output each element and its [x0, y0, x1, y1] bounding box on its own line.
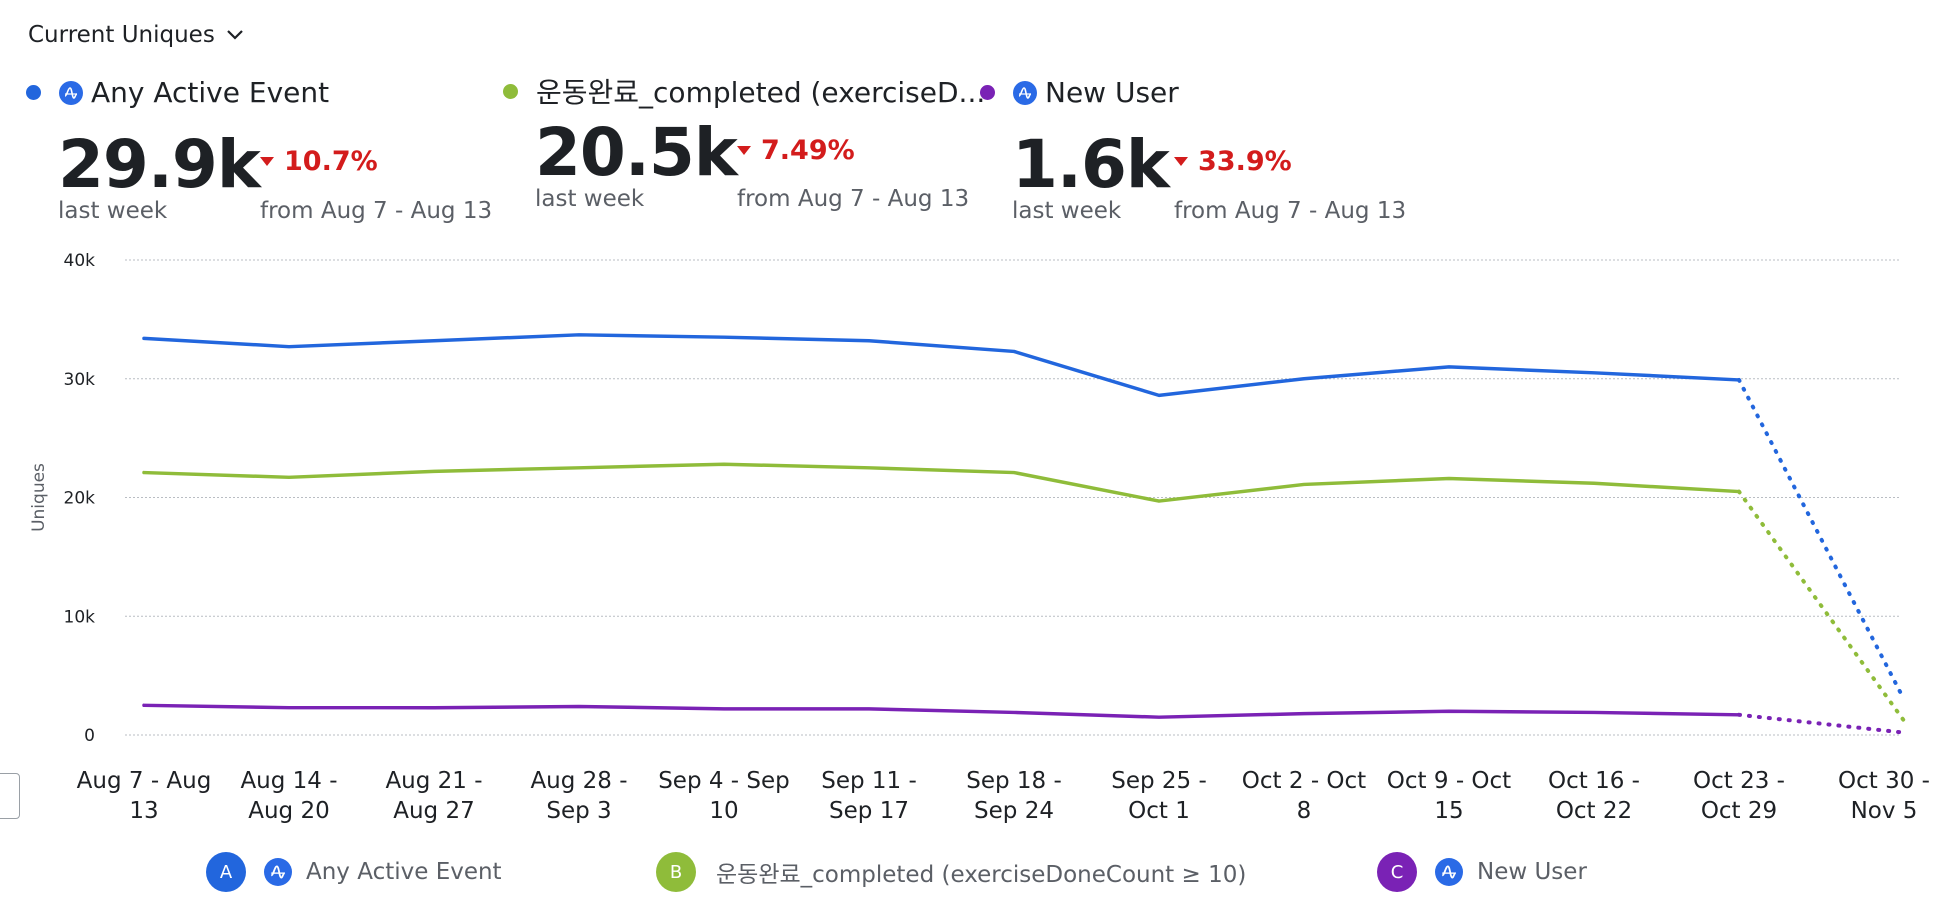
x-tick-label: Aug 28 - Sep 3	[530, 768, 627, 824]
series-incomplete-segment-1	[1737, 489, 1906, 723]
x-tick-label-line: Oct 9 - Oct	[1387, 768, 1511, 794]
metric-compare: from Aug 7 - Aug 13	[737, 186, 970, 212]
x-tick-label: Aug 7 - Aug 13	[77, 768, 212, 824]
amplitude-icon	[1435, 858, 1463, 886]
x-tick-label-line: Oct 1	[1128, 798, 1190, 824]
x-tick-label-line: Aug 21 -	[385, 768, 482, 794]
collapse-panel-handle[interactable]	[0, 773, 20, 819]
legend-label: Any Active Event	[306, 859, 502, 885]
x-tick-label-line: Oct 2 - Oct	[1242, 768, 1366, 794]
x-tick-label-line: 8	[1297, 798, 1312, 824]
x-tick-label-line: 15	[1434, 798, 1463, 824]
x-tick-label-line: Aug 27	[393, 798, 475, 824]
amplitude-icon	[1013, 80, 1037, 105]
legend-label: 운동완료_completed (exerciseDoneCount ≥ 10)	[716, 862, 1247, 888]
series-line-1	[142, 462, 1741, 503]
metric-period: last week	[535, 186, 645, 212]
x-tick-label: Aug 21 - Aug 27	[385, 768, 482, 824]
metric-change: 10.7%	[260, 146, 378, 177]
series-line-0	[142, 333, 1741, 398]
x-tick-label-line: Sep 3	[546, 798, 611, 824]
legend-item-b[interactable]: B 운동완료_completed (exerciseDoneCount ≥ 10…	[656, 852, 1246, 892]
metric-change-value: 10.7%	[284, 146, 378, 177]
legend-badge: A	[206, 852, 246, 892]
metric-period: last week	[58, 198, 168, 224]
metric-compare: from Aug 7 - Aug 13	[260, 198, 493, 224]
legend-badge: B	[656, 852, 696, 892]
x-tick-label-line: Aug 28 -	[530, 768, 627, 794]
y-tick-label: 40k	[64, 251, 96, 271]
metric-change-value: 7.49%	[761, 135, 855, 166]
x-tick-label-line: Sep 17	[829, 798, 909, 824]
x-tick-label-line: Oct 16 -	[1548, 768, 1640, 794]
y-tick-label: 30k	[64, 370, 96, 390]
x-tick-label-line: Oct 22	[1556, 798, 1632, 824]
amplitude-icon	[59, 80, 83, 105]
metric-change: 7.49%	[737, 135, 855, 166]
x-tick-label-line: Aug 20	[248, 798, 330, 824]
y-tick-label: 0	[84, 726, 95, 746]
x-tick-label: Sep 18 - Sep 24	[966, 768, 1062, 824]
metric-value: 29.9k	[58, 126, 261, 203]
x-tick-label: Sep 11 - Sep 17	[821, 768, 917, 824]
metric-period: last week	[1012, 198, 1122, 224]
x-tick-label: Oct 23 - Oct 29	[1693, 768, 1785, 824]
dropdown-label: Current Uniques	[28, 22, 215, 48]
legend-item-c[interactable]: C New User	[1377, 852, 1587, 892]
y-tick-label: 20k	[64, 489, 96, 509]
x-tick-label-line: Oct 29	[1701, 798, 1777, 824]
metric-value: 20.5k	[535, 114, 738, 191]
y-tick-label: 10k	[64, 607, 96, 627]
decrease-arrow-icon	[737, 146, 751, 155]
series-dot	[26, 85, 41, 100]
series-incomplete-segment-2	[1737, 712, 1906, 735]
x-tick-label-line: Nov 5	[1851, 798, 1918, 824]
decrease-arrow-icon	[1174, 157, 1188, 166]
metric-dropdown[interactable]: Current Uniques	[28, 22, 245, 48]
x-tick-label: Oct 30 - Nov 5	[1838, 768, 1930, 824]
x-tick-label-line: Sep 4 - Sep	[658, 768, 790, 794]
series-dot	[503, 83, 518, 99]
x-tick-label-line: 13	[129, 798, 158, 824]
x-tick-label-line: 10	[709, 798, 738, 824]
legend-label: New User	[1477, 859, 1587, 885]
x-tick-label: Sep 4 - Sep 10	[658, 768, 790, 824]
x-tick-label-line: Aug 7 - Aug	[77, 768, 212, 794]
x-tick-label-line: Oct 23 -	[1693, 768, 1785, 794]
legend-item-a[interactable]: A Any Active Event	[206, 852, 502, 892]
x-tick-label-line: Sep 18 -	[966, 768, 1062, 794]
metric-change: 33.9%	[1174, 146, 1292, 177]
line-chart: 0 10k 20k 30k 40k Uniques Aug 7 - Aug 13 Aug 14 …	[29, 251, 1930, 824]
x-tick-label-line: Oct 30 -	[1838, 768, 1930, 794]
x-tick-label: Oct 2 - Oct 8	[1242, 768, 1366, 824]
series-dot	[980, 85, 995, 100]
metric-compare: from Aug 7 - Aug 13	[1174, 198, 1407, 224]
y-axis-label: Uniques	[29, 463, 49, 532]
decrease-arrow-icon	[260, 157, 274, 166]
metric-name: Any Active Event	[91, 76, 330, 109]
legend-badge: C	[1377, 852, 1417, 892]
x-tick-label-line: Sep 25 -	[1111, 768, 1207, 794]
x-tick-label: Oct 16 - Oct 22	[1548, 768, 1640, 824]
x-tick-label: Sep 25 - Oct 1	[1111, 768, 1207, 824]
x-tick-label: Aug 14 - Aug 20	[240, 768, 337, 824]
x-tick-label-line: Sep 11 -	[821, 768, 917, 794]
chevron-down-icon	[227, 30, 243, 40]
series-line-2	[142, 703, 1741, 719]
metric-change-value: 33.9%	[1198, 146, 1292, 177]
amplitude-icon	[264, 858, 292, 886]
x-tick-label-line: Sep 24	[974, 798, 1054, 824]
metric-value: 1.6k	[1012, 126, 1170, 203]
x-tick-label-line: Aug 14 -	[240, 768, 337, 794]
metric-name: New User	[1045, 76, 1179, 109]
x-tick-label: Oct 9 - Oct 15	[1387, 768, 1511, 824]
series-incomplete-segment-0	[1737, 377, 1906, 702]
metric-name: 운동완료_completed (exerciseD...	[536, 76, 986, 109]
